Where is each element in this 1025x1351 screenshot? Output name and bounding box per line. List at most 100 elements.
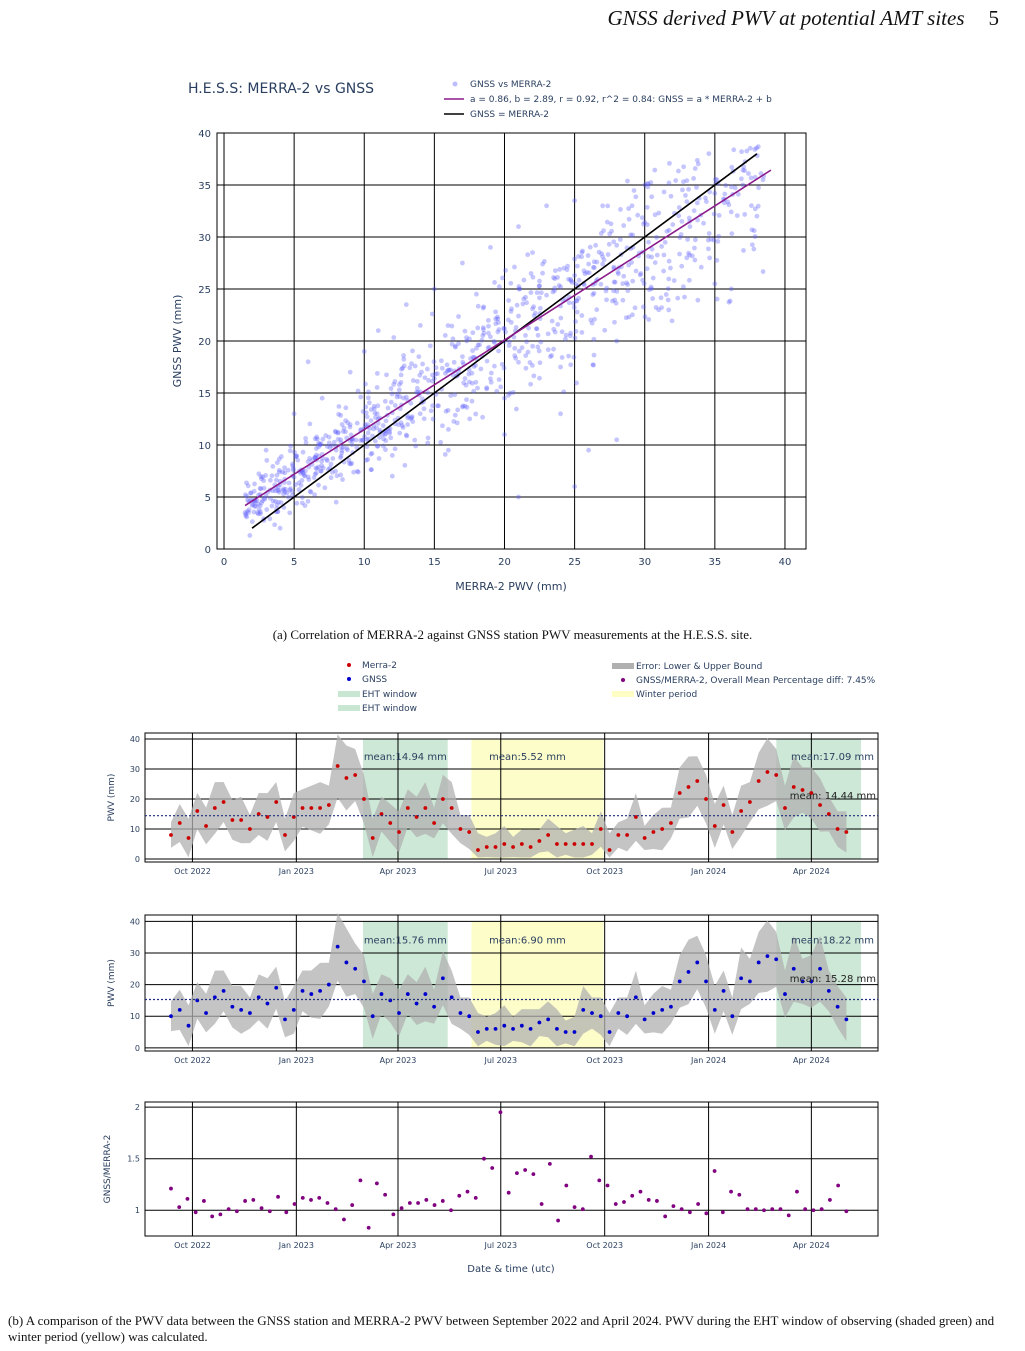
scatter-point <box>629 260 634 265</box>
scatter-point <box>667 160 672 166</box>
merra-data-point <box>686 785 691 789</box>
scatter-point <box>467 336 472 342</box>
merra-data-point <box>300 806 305 810</box>
gnss-data-point <box>844 1017 849 1022</box>
scatter-point <box>485 318 491 323</box>
scatter-point <box>604 297 609 303</box>
scatter-point <box>650 275 656 281</box>
scatter-point <box>438 439 444 445</box>
scatter-point <box>523 353 529 359</box>
scatter-point <box>591 290 597 296</box>
scatter-point <box>646 317 652 322</box>
gnss-y-tick-label: 20 <box>130 981 140 990</box>
gnss-y-tick-label: 40 <box>130 917 140 926</box>
gnss-data-point <box>484 1026 489 1031</box>
scatter-point <box>738 176 744 182</box>
scatter-point <box>305 498 311 504</box>
scatter-point <box>752 206 758 212</box>
scatter-point <box>662 239 668 245</box>
scatter-point <box>692 245 697 251</box>
scatter-point <box>372 410 378 416</box>
merra-data-point <box>642 836 647 840</box>
fit-line <box>244 169 772 507</box>
page-header: GNSS derived PWV at potential AMT sites 5 <box>608 6 999 31</box>
merra-data-point <box>519 842 524 846</box>
scatter-point <box>245 483 251 489</box>
scatter-point <box>448 367 454 373</box>
merra-data-point <box>458 827 463 831</box>
gnss-annotation-overall: mean: 15.28 mm <box>790 974 876 985</box>
merra-x-tick-label: Apr 2024 <box>793 867 830 876</box>
merra-annotation-eht2: mean:17.09 mm <box>791 752 874 763</box>
gnss-data-point <box>239 1007 244 1012</box>
scatter-point <box>278 454 284 459</box>
scatter-point <box>686 215 692 221</box>
scatter-point <box>257 503 263 509</box>
scatter-point <box>716 233 722 239</box>
x-tick-label: 35 <box>708 557 721 568</box>
scatter-point <box>349 438 355 443</box>
ratio-data-point <box>473 1195 478 1200</box>
scatter-point <box>705 237 711 243</box>
scatter-point <box>360 409 366 414</box>
scatter-point <box>338 455 343 461</box>
scatter-point <box>282 470 288 476</box>
scatter-point <box>312 471 318 477</box>
ratio-data-point <box>399 1206 404 1211</box>
scatter-point <box>419 396 425 402</box>
scatter-point <box>599 251 605 257</box>
scatter-point <box>586 270 592 276</box>
scatter-point <box>642 220 648 225</box>
scatter-point <box>460 359 466 365</box>
scatter-point <box>248 490 253 496</box>
scatter-point <box>493 316 499 322</box>
ratio-data-point <box>687 1210 692 1215</box>
scatter-point <box>312 436 318 442</box>
scatter-point <box>282 489 288 495</box>
scatter-point <box>508 308 514 314</box>
scatter-point <box>480 414 485 420</box>
scatter-point <box>707 189 713 195</box>
scatter-point <box>275 488 281 493</box>
scatter-point <box>641 221 646 227</box>
scatter-point <box>419 369 424 375</box>
scatter-point <box>299 478 305 483</box>
merra-data-point <box>783 806 787 810</box>
scatter-point <box>669 318 675 324</box>
merra-y-tick-label: 0 <box>135 855 140 864</box>
scatter-point <box>492 279 497 285</box>
ratio-x-tick-label: Apr 2023 <box>380 1241 417 1250</box>
scatter-point <box>387 430 393 436</box>
gnss-data-point <box>616 1011 621 1015</box>
scatter-point <box>264 507 270 512</box>
ratio-data-point <box>828 1198 832 1202</box>
scatter-point <box>648 284 654 290</box>
scatter-point <box>632 305 638 311</box>
scatter-point <box>312 455 318 460</box>
scatter-point <box>747 145 753 151</box>
scatter-point <box>284 490 290 496</box>
scatter-point <box>328 461 334 467</box>
scatter-point <box>528 381 534 387</box>
scatter-point <box>409 414 415 420</box>
y-tick-label: 30 <box>198 233 211 244</box>
scatter-point <box>537 295 542 301</box>
gnss-data-point <box>230 1004 235 1009</box>
scatter-point <box>625 288 631 294</box>
scatter-point <box>451 419 457 424</box>
scatter-point <box>682 294 687 300</box>
scatter-point <box>329 443 335 449</box>
scatter-point <box>323 433 329 438</box>
ratio-y-tick-label: 1 <box>135 1206 140 1215</box>
scatter-point <box>330 456 336 461</box>
scatter-point <box>455 407 461 413</box>
scatter-point <box>552 288 558 294</box>
scatter-point <box>645 253 651 259</box>
scatter-point <box>407 365 413 371</box>
scatter-point <box>248 490 254 496</box>
scatter-point <box>371 426 376 432</box>
scatter-point <box>355 388 361 394</box>
scatter-point <box>684 178 690 184</box>
scatter-point <box>303 440 309 445</box>
scatter-point <box>508 319 514 325</box>
